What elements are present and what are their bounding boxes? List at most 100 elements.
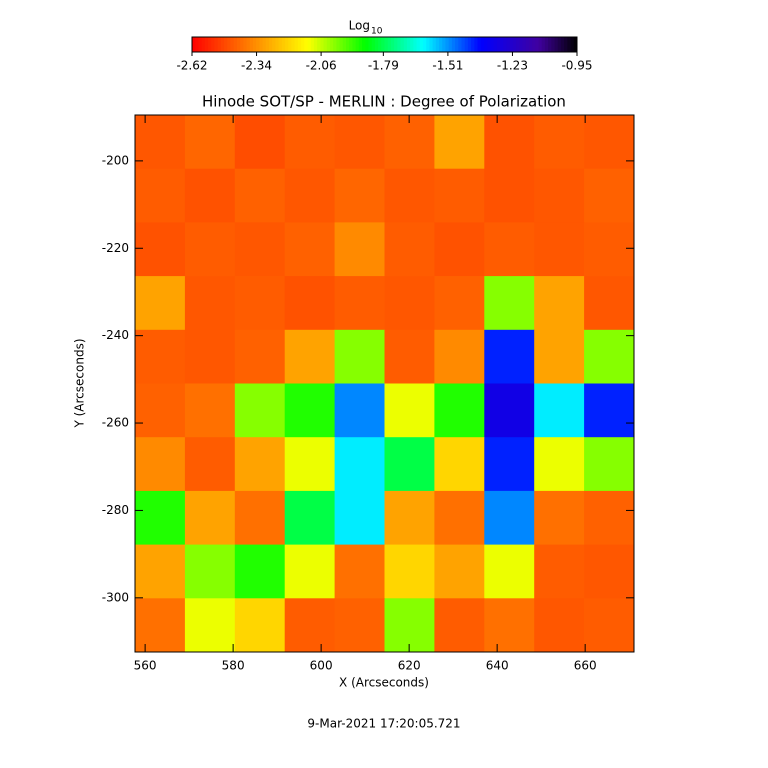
colorbar-swatch xyxy=(326,37,331,52)
heatmap-cell xyxy=(534,544,585,599)
colorbar-swatch xyxy=(294,37,299,52)
colorbar-swatch xyxy=(397,37,402,52)
heatmap-cell xyxy=(584,437,635,492)
colorbar-swatch xyxy=(557,37,562,52)
colorbar-swatch xyxy=(358,37,363,52)
heatmap-cell xyxy=(534,168,585,223)
heatmap-cell xyxy=(135,490,186,546)
colorbar-tick-label: -0.95 xyxy=(561,59,592,73)
heatmap-cell xyxy=(434,115,485,170)
colorbar-swatch xyxy=(400,37,405,52)
colorbar-swatch xyxy=(567,37,572,52)
colorbar-swatch xyxy=(487,37,491,52)
heatmap-cell xyxy=(234,329,286,384)
colorbar-swatch xyxy=(432,37,437,52)
heatmap-cell xyxy=(234,383,286,438)
colorbar-swatch xyxy=(503,37,507,52)
colorbar-swatch xyxy=(236,37,241,52)
heatmap-cell xyxy=(334,329,385,384)
heatmap-cell xyxy=(284,276,336,331)
heatmap-cell xyxy=(135,544,186,599)
plot-frame xyxy=(134,114,635,653)
x-tick-label: 660 xyxy=(574,659,597,673)
heatmap-cell xyxy=(434,437,485,492)
colorbar-swatch xyxy=(374,37,379,52)
colorbar-swatch xyxy=(275,37,280,52)
colorbar-swatch xyxy=(329,37,334,52)
colorbar-swatch xyxy=(477,37,482,52)
colorbar-swatch xyxy=(506,37,511,52)
colorbar-swatch xyxy=(249,37,254,52)
heatmap-cell xyxy=(484,276,535,331)
heatmap-cell xyxy=(334,222,385,277)
colorbar-swatch xyxy=(387,37,392,52)
y-tick-label: -280 xyxy=(102,503,129,517)
colorbar-tick-label: -1.23 xyxy=(497,59,528,73)
colorbar-label-subscript: 10 xyxy=(371,27,383,37)
heatmap-cell xyxy=(434,222,485,277)
heatmap-cell xyxy=(334,276,385,331)
colorbar-swatch xyxy=(339,37,344,52)
heatmap-cell xyxy=(234,115,286,170)
colorbar-swatch xyxy=(500,37,504,52)
colorbar-swatch xyxy=(416,37,421,52)
x-tick-label: 640 xyxy=(486,659,509,673)
colorbar-swatch xyxy=(512,37,517,52)
colorbar-swatch xyxy=(349,37,353,52)
heatmap-cell xyxy=(135,276,186,331)
heatmap-cell xyxy=(384,329,435,384)
heatmap-cell xyxy=(234,437,286,492)
heatmap-cell xyxy=(135,115,186,170)
colorbar-swatch xyxy=(541,37,546,52)
heatmap-cell xyxy=(184,598,236,653)
heatmap-cell xyxy=(584,490,635,546)
heatmap-cell xyxy=(184,383,236,438)
heatmap-cell xyxy=(334,437,385,492)
heatmap-cell xyxy=(434,329,485,384)
heatmap-cell xyxy=(484,168,535,223)
colorbar-swatch xyxy=(461,37,466,52)
heatmap-cell xyxy=(135,329,186,384)
colorbar-swatch xyxy=(278,37,283,52)
heatmap-cell xyxy=(234,490,286,546)
heatmap-cell xyxy=(184,329,236,384)
colorbar-swatch xyxy=(301,37,305,52)
colorbar-swatch xyxy=(288,37,292,52)
colorbar-swatch xyxy=(378,37,382,52)
colorbar-swatch xyxy=(323,37,328,52)
colorbar-swatch xyxy=(346,37,350,52)
colorbar-tick-label: -2.06 xyxy=(306,59,337,73)
heatmap-cell xyxy=(384,544,435,599)
heatmap-cell xyxy=(484,115,535,170)
heatmap-cell xyxy=(534,276,585,331)
heatmap-cell xyxy=(534,437,585,492)
heatmap-cell xyxy=(484,544,535,599)
colorbar-swatch xyxy=(551,37,556,52)
colorbar-swatch xyxy=(419,37,424,52)
heatmap-cell xyxy=(284,329,336,384)
colorbar-swatch xyxy=(285,37,289,52)
x-tick-label: 600 xyxy=(310,659,333,673)
heatmap-cell xyxy=(284,490,336,546)
colorbar-swatch xyxy=(269,37,273,52)
y-tick-label: -200 xyxy=(102,153,129,167)
colorbar-swatch xyxy=(445,37,450,52)
y-tick-label: -240 xyxy=(102,328,129,342)
colorbar-swatch xyxy=(230,37,235,52)
x-axis-label: X (Arcseconds) xyxy=(339,676,429,690)
heatmap-cell xyxy=(234,222,286,277)
heatmap-cell xyxy=(584,115,635,170)
heatmap-cell xyxy=(484,222,535,277)
colorbar-swatch xyxy=(265,37,270,52)
heatmap-cell xyxy=(284,437,336,492)
colorbar-swatch xyxy=(192,37,196,52)
heatmap-cell xyxy=(184,437,236,492)
colorbar-swatch xyxy=(233,37,238,52)
colorbar-swatch xyxy=(464,37,469,52)
colorbar-swatch xyxy=(483,37,488,52)
colorbar-swatch xyxy=(548,37,552,52)
colorbar-swatch xyxy=(256,37,260,52)
heatmap-cell xyxy=(284,222,336,277)
colorbar-swatch xyxy=(227,37,231,52)
colorbar-swatch xyxy=(573,37,578,52)
